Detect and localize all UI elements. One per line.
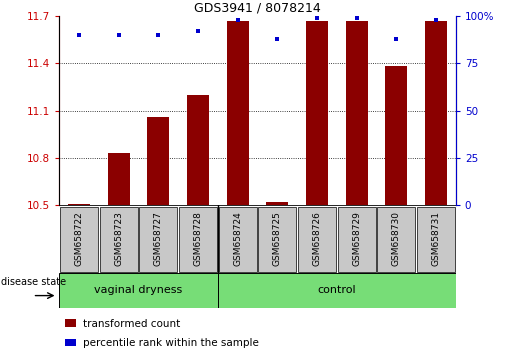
Point xyxy=(114,32,123,38)
Point xyxy=(273,36,281,41)
Point xyxy=(75,32,83,38)
Bar xyxy=(338,207,375,272)
Bar xyxy=(187,95,209,205)
Text: percentile rank within the sample: percentile rank within the sample xyxy=(83,338,259,348)
Bar xyxy=(385,67,407,205)
Bar xyxy=(298,207,336,272)
Text: GSM658730: GSM658730 xyxy=(392,211,401,267)
Text: GSM658729: GSM658729 xyxy=(352,211,361,267)
Bar xyxy=(346,21,368,205)
Text: GSM658723: GSM658723 xyxy=(114,211,123,267)
Point xyxy=(352,15,360,21)
Text: GSM658724: GSM658724 xyxy=(233,212,242,266)
Bar xyxy=(377,207,415,272)
Text: GSM658728: GSM658728 xyxy=(194,211,202,267)
Text: GSM658731: GSM658731 xyxy=(432,211,440,267)
Bar xyxy=(68,204,90,205)
Bar xyxy=(65,319,76,327)
Bar xyxy=(179,207,217,272)
Text: control: control xyxy=(317,285,356,295)
Bar xyxy=(306,21,328,205)
Bar xyxy=(147,117,169,205)
Bar xyxy=(425,21,447,205)
Bar xyxy=(218,273,456,308)
Point xyxy=(313,15,321,21)
Bar xyxy=(108,153,130,205)
Bar xyxy=(227,21,249,205)
Bar xyxy=(140,207,177,272)
Text: GSM658725: GSM658725 xyxy=(273,211,282,267)
Bar xyxy=(219,207,256,272)
Point xyxy=(432,17,440,23)
Text: disease state: disease state xyxy=(1,278,66,287)
Bar xyxy=(259,207,296,272)
Bar xyxy=(65,338,76,346)
Bar xyxy=(266,202,288,205)
Point xyxy=(154,32,162,38)
Text: GSM658722: GSM658722 xyxy=(75,212,83,266)
Point xyxy=(392,36,401,41)
Text: vaginal dryness: vaginal dryness xyxy=(94,285,183,295)
Bar xyxy=(60,207,98,272)
Text: transformed count: transformed count xyxy=(83,319,180,329)
Bar xyxy=(100,207,138,272)
Text: GSM658726: GSM658726 xyxy=(313,211,321,267)
Text: GSM658727: GSM658727 xyxy=(154,211,163,267)
Point xyxy=(233,17,242,23)
Point xyxy=(194,28,202,34)
Bar xyxy=(417,207,455,272)
Title: GDS3941 / 8078214: GDS3941 / 8078214 xyxy=(194,2,321,15)
Bar xyxy=(59,273,218,308)
